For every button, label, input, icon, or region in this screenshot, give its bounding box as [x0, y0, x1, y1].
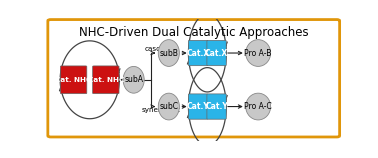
FancyBboxPatch shape — [207, 94, 226, 119]
Text: NHC-Driven Dual Catalytic Approaches: NHC-Driven Dual Catalytic Approaches — [79, 26, 308, 39]
Text: Cat. NHC: Cat. NHC — [56, 77, 92, 83]
Text: Cat.X: Cat.X — [186, 49, 210, 58]
Ellipse shape — [246, 40, 271, 66]
FancyBboxPatch shape — [93, 66, 119, 94]
Ellipse shape — [246, 93, 271, 120]
FancyBboxPatch shape — [207, 40, 226, 66]
Text: synergistic: synergistic — [142, 107, 181, 113]
Text: Cat.Y: Cat.Y — [205, 102, 228, 111]
Text: Pro A-C: Pro A-C — [244, 102, 272, 111]
Ellipse shape — [158, 40, 180, 66]
Text: subA: subA — [124, 75, 143, 84]
Text: cascade: cascade — [144, 46, 174, 52]
Text: Pro A-B: Pro A-B — [245, 49, 272, 58]
Text: Cat. NHC: Cat. NHC — [88, 77, 124, 83]
FancyBboxPatch shape — [189, 40, 208, 66]
Text: subC: subC — [159, 102, 178, 111]
Text: Cat.Y: Cat.Y — [187, 102, 209, 111]
FancyBboxPatch shape — [60, 66, 87, 94]
FancyBboxPatch shape — [189, 94, 208, 119]
Ellipse shape — [158, 93, 180, 120]
Ellipse shape — [123, 66, 144, 93]
Text: Cat.X: Cat.X — [205, 49, 228, 58]
Text: subB: subB — [160, 49, 178, 58]
